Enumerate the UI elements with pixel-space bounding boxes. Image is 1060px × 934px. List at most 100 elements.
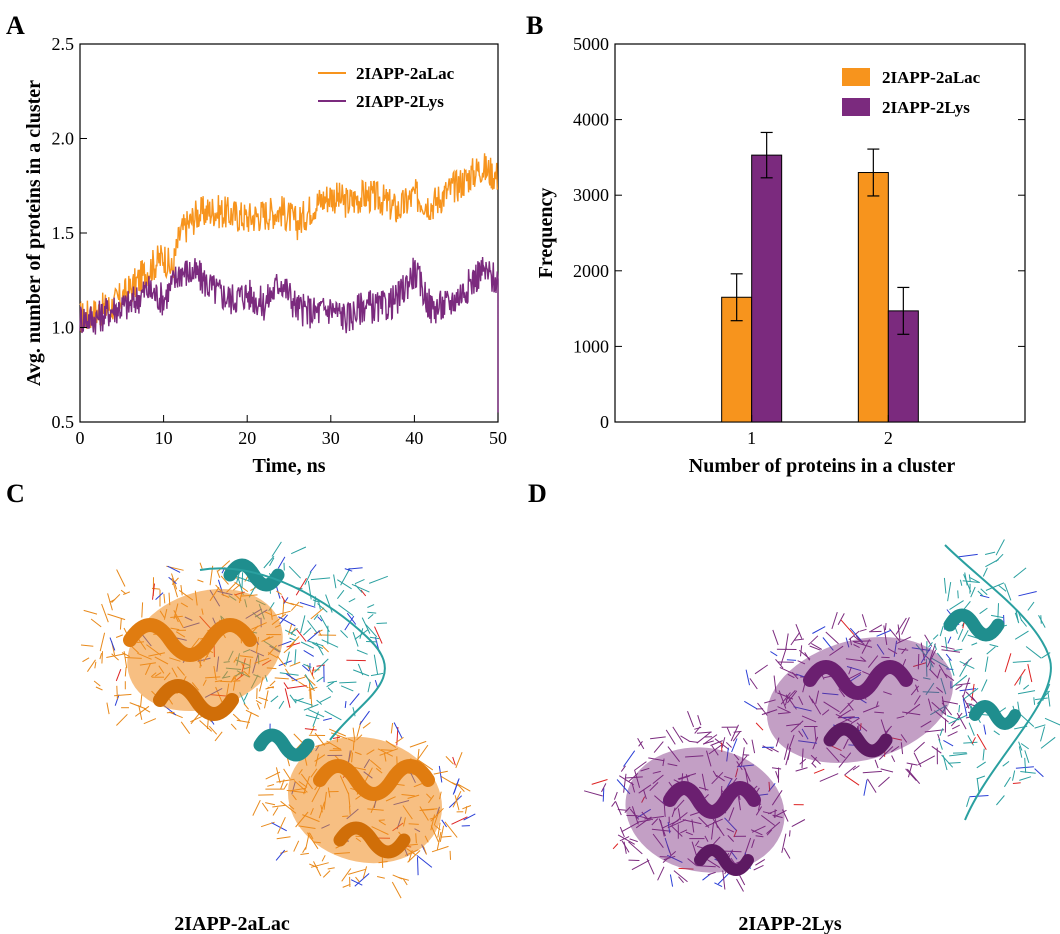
atom-bond xyxy=(934,710,949,723)
atom-bond xyxy=(276,836,291,840)
atom-bond xyxy=(775,658,784,669)
structure-label-d: 2IAPP-2Lys xyxy=(738,913,842,934)
atom-bond xyxy=(769,746,779,753)
atom-bond xyxy=(798,740,818,744)
atom-bond xyxy=(941,700,958,705)
atom-bond xyxy=(948,658,955,676)
atom-bond xyxy=(93,680,101,687)
atom-bond xyxy=(938,738,943,750)
atom-bond xyxy=(822,692,839,696)
atom-bond xyxy=(624,806,631,813)
atom-bond xyxy=(313,861,322,877)
atom-bond xyxy=(583,790,603,797)
atom-bond xyxy=(853,641,873,648)
atom-bond xyxy=(928,641,933,648)
atom-bond xyxy=(837,709,852,719)
atom-bond xyxy=(732,731,741,742)
atom-bond xyxy=(810,642,823,650)
atom-bond xyxy=(1033,697,1036,705)
y-axis-title-a: Avg. number of proteins in a cluster xyxy=(23,80,45,386)
atom-bond xyxy=(970,586,976,598)
atom-bond xyxy=(312,599,320,603)
atom-bond xyxy=(1047,690,1051,707)
atom-bond xyxy=(801,728,809,740)
atom-bond xyxy=(811,762,817,768)
atom-bond xyxy=(691,819,695,833)
atom-bond xyxy=(991,614,1004,619)
atom-bond xyxy=(932,634,939,640)
atom-bond xyxy=(762,745,773,752)
atom-bond xyxy=(795,624,803,639)
atom-bond xyxy=(285,673,298,682)
atom-bond xyxy=(979,594,990,599)
atom-bond xyxy=(352,707,356,717)
y-tick-label-b: 0 xyxy=(600,412,609,432)
x-tick-label-a: 50 xyxy=(489,428,507,448)
atom-bond xyxy=(280,779,285,790)
atom-bond xyxy=(279,672,299,676)
atom-bond xyxy=(838,688,846,698)
helix-lys-4 xyxy=(694,844,754,876)
atom-bond xyxy=(880,768,894,773)
atom-bond xyxy=(107,613,126,621)
atom-bond xyxy=(285,651,290,666)
atom-bond xyxy=(941,702,952,716)
atom-bond xyxy=(895,617,907,635)
atom-bond xyxy=(1027,663,1033,683)
atom-bond xyxy=(745,669,750,686)
atom-bond xyxy=(724,817,737,831)
atom-bond xyxy=(634,769,641,788)
atom-bond xyxy=(303,663,312,668)
atom-bond xyxy=(966,797,970,807)
atom-bond xyxy=(859,723,862,731)
atom-bond xyxy=(230,723,237,730)
atom-bond xyxy=(855,635,862,642)
atom-bond xyxy=(288,623,293,635)
atom-bond xyxy=(338,604,354,616)
atom-bond xyxy=(897,648,909,651)
atom-bond xyxy=(341,868,352,882)
atom-bond xyxy=(786,723,801,727)
atom-bond xyxy=(763,711,771,715)
atom-bond xyxy=(929,662,932,671)
atom-bond xyxy=(313,614,319,621)
atom-bond xyxy=(651,818,659,826)
atom-bond xyxy=(939,626,944,637)
atom-bond xyxy=(771,790,783,806)
atom-bond xyxy=(294,697,304,702)
atom-bond xyxy=(321,639,339,648)
atom-bond xyxy=(798,730,804,737)
atom-bond xyxy=(878,776,890,788)
atom-bond xyxy=(1002,761,1010,767)
atom-bond xyxy=(208,725,218,735)
atom-bond xyxy=(624,776,643,779)
atom-bond xyxy=(958,705,961,713)
atom-bond xyxy=(863,779,868,796)
atom-bond xyxy=(976,761,986,769)
atom-bond xyxy=(601,783,607,793)
atom-bond xyxy=(1012,660,1031,663)
atom-bond xyxy=(821,709,830,716)
atom-bond xyxy=(439,825,445,842)
atom-bond xyxy=(736,878,744,892)
atom-bond xyxy=(1021,619,1027,627)
atom-bond xyxy=(354,873,370,887)
atom-bond xyxy=(452,790,462,808)
atom-bond xyxy=(845,637,850,648)
atom-bond xyxy=(264,690,269,709)
atom-bond xyxy=(284,688,291,708)
atom-bond xyxy=(319,696,332,703)
atom-bond xyxy=(276,590,282,595)
atom-bond xyxy=(883,691,892,695)
atom-bond xyxy=(847,702,854,711)
atom-bond xyxy=(316,676,324,683)
legend-swatch-lac-b xyxy=(842,68,870,86)
atom-bond xyxy=(462,805,472,810)
atom-bond xyxy=(1014,668,1026,686)
atom-bond xyxy=(277,816,286,834)
atom-bond xyxy=(310,577,331,581)
atom-bond xyxy=(964,572,968,586)
atom-bond xyxy=(976,733,987,750)
atom-bond xyxy=(999,707,1007,713)
atom-bond xyxy=(116,569,126,587)
